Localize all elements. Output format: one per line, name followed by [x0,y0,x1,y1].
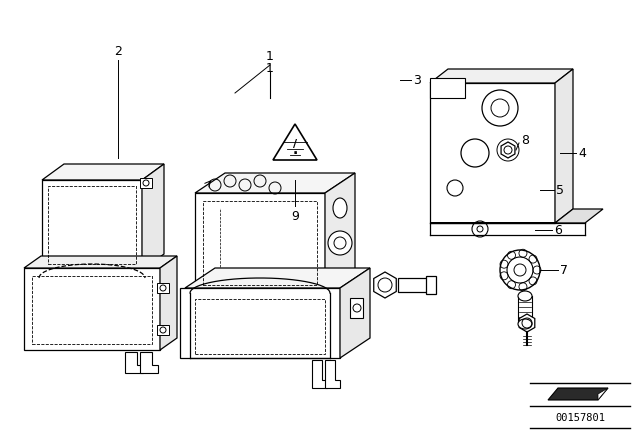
Circle shape [514,264,526,276]
Polygon shape [142,164,164,270]
Polygon shape [273,124,317,160]
Text: 4: 4 [578,146,586,159]
Polygon shape [312,360,327,388]
Polygon shape [325,360,340,388]
Polygon shape [157,283,169,293]
Bar [32,276,152,344]
Text: 1: 1 [266,50,274,63]
Text: 8: 8 [521,134,529,146]
Polygon shape [140,352,158,373]
Circle shape [500,250,540,290]
Ellipse shape [518,319,532,329]
Circle shape [507,257,533,283]
Polygon shape [185,268,370,288]
Polygon shape [430,209,603,223]
Polygon shape [501,142,515,158]
Polygon shape [160,256,177,350]
Polygon shape [398,278,428,292]
Text: 9: 9 [291,210,299,223]
Text: 5: 5 [556,184,564,197]
Circle shape [334,237,346,249]
Text: 7: 7 [560,263,568,276]
Polygon shape [426,276,436,294]
Polygon shape [180,288,340,358]
Text: 3: 3 [413,73,421,86]
Polygon shape [548,388,608,400]
Polygon shape [519,314,535,332]
Polygon shape [195,173,355,193]
Polygon shape [598,388,608,400]
Ellipse shape [518,291,532,301]
Polygon shape [42,180,142,270]
Polygon shape [195,193,325,293]
Text: 1: 1 [266,61,274,74]
Ellipse shape [333,198,347,218]
Polygon shape [350,298,363,318]
Polygon shape [555,69,573,223]
Text: 2: 2 [114,45,122,58]
Polygon shape [140,178,152,188]
Text: 00157801: 00157801 [555,413,605,423]
Polygon shape [430,83,555,223]
Polygon shape [24,268,160,350]
Polygon shape [125,352,143,373]
Text: .: . [292,143,298,157]
Polygon shape [42,164,164,180]
Polygon shape [430,78,465,98]
Circle shape [328,231,352,255]
Polygon shape [24,256,177,268]
Polygon shape [325,173,355,293]
Polygon shape [430,69,573,83]
Polygon shape [340,268,370,358]
Text: 6: 6 [554,224,562,237]
Bar [203,201,317,285]
Bar [195,299,325,354]
Text: /: / [293,139,297,149]
Polygon shape [374,272,396,298]
Bar [48,186,136,264]
Polygon shape [157,325,169,335]
